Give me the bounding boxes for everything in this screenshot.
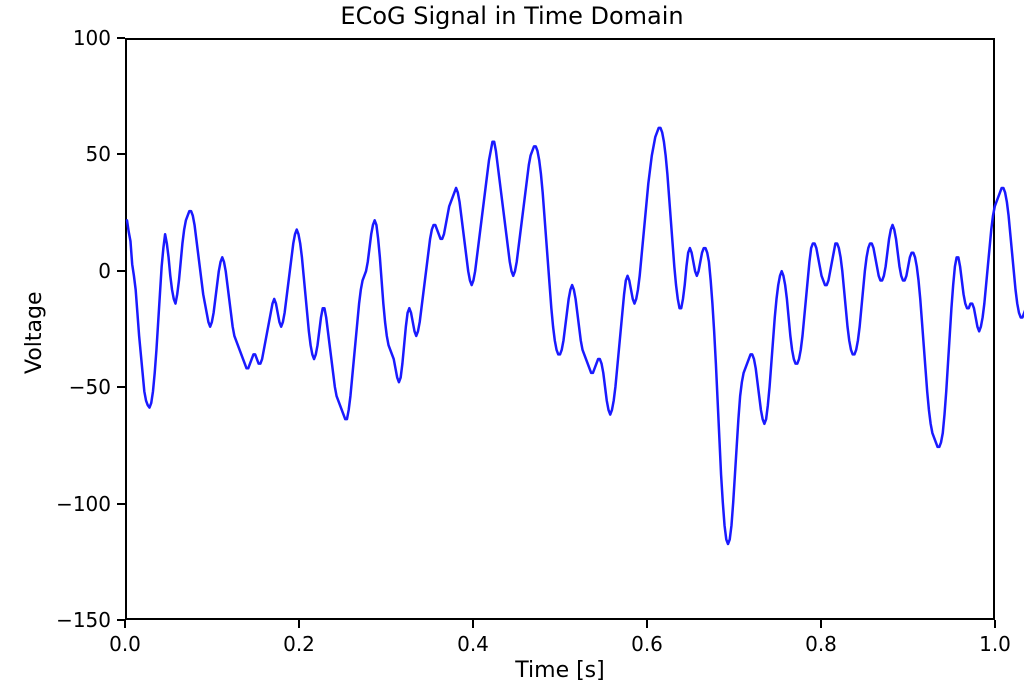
x-tick-mark (124, 620, 126, 628)
y-tick-label: 0 (45, 259, 111, 283)
x-tick-mark (298, 620, 300, 628)
y-axis-label: Voltage (22, 291, 47, 374)
x-tick-label: 0.8 (801, 632, 841, 656)
x-axis-label: Time [s] (125, 658, 995, 683)
x-tick-label: 0.0 (105, 632, 145, 656)
signal-svg (127, 40, 993, 618)
y-tick-mark (117, 619, 125, 621)
x-tick-label: 1.0 (975, 632, 1015, 656)
y-tick-label: −100 (45, 492, 111, 516)
chart-title: ECoG Signal in Time Domain (0, 2, 1024, 30)
x-tick-label: 0.4 (453, 632, 493, 656)
plot-area (125, 38, 995, 620)
y-tick-mark (117, 37, 125, 39)
x-tick-mark (994, 620, 996, 628)
y-tick-label: 100 (45, 26, 111, 50)
y-tick-label: −150 (45, 608, 111, 632)
x-tick-label: 0.6 (627, 632, 667, 656)
y-tick-label: −50 (45, 375, 111, 399)
y-tick-mark (117, 270, 125, 272)
x-tick-mark (472, 620, 474, 628)
y-tick-label: 50 (45, 142, 111, 166)
figure: ECoG Signal in Time Domain Voltage Time … (0, 0, 1024, 699)
x-tick-label: 0.2 (279, 632, 319, 656)
y-tick-mark (117, 503, 125, 505)
y-tick-mark (117, 153, 125, 155)
signal-line (127, 128, 1024, 544)
y-tick-mark (117, 386, 125, 388)
x-tick-mark (820, 620, 822, 628)
x-tick-mark (646, 620, 648, 628)
